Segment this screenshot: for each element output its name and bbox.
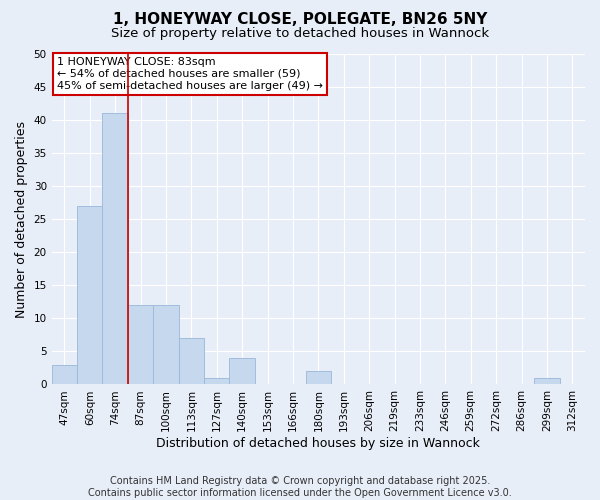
Text: 1, HONEYWAY CLOSE, POLEGATE, BN26 5NY: 1, HONEYWAY CLOSE, POLEGATE, BN26 5NY [113,12,487,28]
Bar [52,364,77,384]
Bar [305,371,331,384]
Text: Size of property relative to detached houses in Wannock: Size of property relative to detached ho… [111,28,489,40]
Bar [179,338,204,384]
X-axis label: Distribution of detached houses by size in Wannock: Distribution of detached houses by size … [157,437,480,450]
Y-axis label: Number of detached properties: Number of detached properties [15,120,28,318]
Bar [204,378,229,384]
Bar [103,114,128,384]
Bar [128,305,153,384]
Bar [534,378,560,384]
Bar [153,305,179,384]
Bar [229,358,255,384]
Text: 1 HONEYWAY CLOSE: 83sqm
← 54% of detached houses are smaller (59)
45% of semi-de: 1 HONEYWAY CLOSE: 83sqm ← 54% of detache… [57,58,323,90]
Bar [77,206,103,384]
Text: Contains HM Land Registry data © Crown copyright and database right 2025.
Contai: Contains HM Land Registry data © Crown c… [88,476,512,498]
